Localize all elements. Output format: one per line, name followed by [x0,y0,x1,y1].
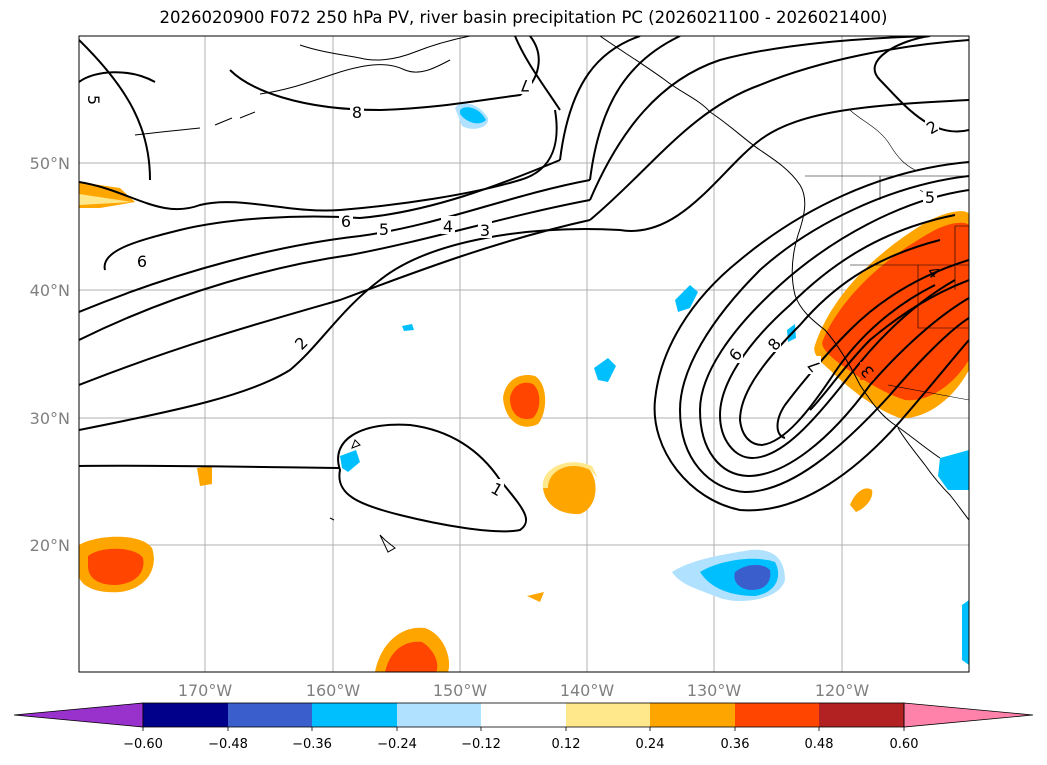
pv-contour-7 [514,36,561,111]
colorbar-cell [819,703,904,727]
longitude-labels: 170°W 160°W 150°W 140°W 130°W 120°W [178,681,870,700]
contour-label: 8 [352,103,362,122]
colorbar-tick: 0.48 [805,737,834,752]
colorbar: −0.60 −0.48 −0.36 −0.24 −0.12 0.12 0.24 … [13,702,1034,752]
lon-label-120w: 120°W [815,681,870,700]
precip-positive-baja [850,488,873,512]
colorbar-tick: −0.36 [292,737,332,752]
lon-label-170w: 170°W [178,681,233,700]
precip-shading [79,103,969,672]
pv-contour-6 [103,159,561,271]
contour-label: 6 [137,252,147,271]
contour-label: 5 [379,220,389,239]
lon-label-150w: 150°W [433,681,488,700]
pv-contour-3 [79,219,591,386]
contour-label: 6 [341,212,351,231]
contour-label: 7 [520,76,530,95]
map-frame [78,35,970,673]
colorbar-cell [566,703,650,727]
colorbar-cell [650,703,735,727]
pv-contour-top-5 [79,39,151,181]
colorbar-tick: 0.24 [636,737,665,752]
map-title: 2026020900 F072 250 hPa PV, river basin … [159,8,888,27]
lon-label-140w: 140°W [560,681,615,700]
precip-positive-23n [543,464,596,515]
pv-contour-5 [79,179,591,313]
colorbar-tick: 0.60 [890,737,919,752]
coastlines [134,36,969,553]
colorbar-over-triangle [903,702,1034,728]
lat-label-50n: 50°N [30,154,70,173]
lon-label-130w: 130°W [687,681,742,700]
latitude-labels: 50°N 40°N 30°N 20°N [30,154,70,555]
colorbar-tick: 0.12 [552,737,581,752]
pv-contour-1 [337,423,527,533]
contour-label: 4 [443,217,453,236]
lon-label-160w: 160°W [306,681,361,700]
pv-contour-2 [79,228,621,431]
lat-label-20n: 20°N [30,536,70,555]
contour-label: 5 [84,95,103,105]
colorbar-tick: −0.24 [377,737,417,752]
colorbar-tick: −0.60 [123,737,163,752]
colorbar-under-triangle [13,702,144,728]
colorbar-cell [735,703,819,727]
colorbar-cell [481,703,566,727]
colorbar-tick: −0.48 [208,737,248,752]
colorbar-cell [397,703,481,727]
lat-label-40n: 40°N [30,281,70,300]
contour-label: 3 [480,221,490,240]
colorbar-tick: 0.36 [721,737,750,752]
pv-contour-6b [79,109,558,212]
pv-contours [79,36,969,533]
colorbar-tick: −0.12 [461,737,501,752]
colorbar-cell [312,703,397,727]
contour-label: 5 [925,188,935,207]
colorbar-cell [143,703,228,727]
pv-contour-4 [79,199,591,341]
lat-label-30n: 30°N [30,409,70,428]
colorbar-cell [228,703,312,727]
